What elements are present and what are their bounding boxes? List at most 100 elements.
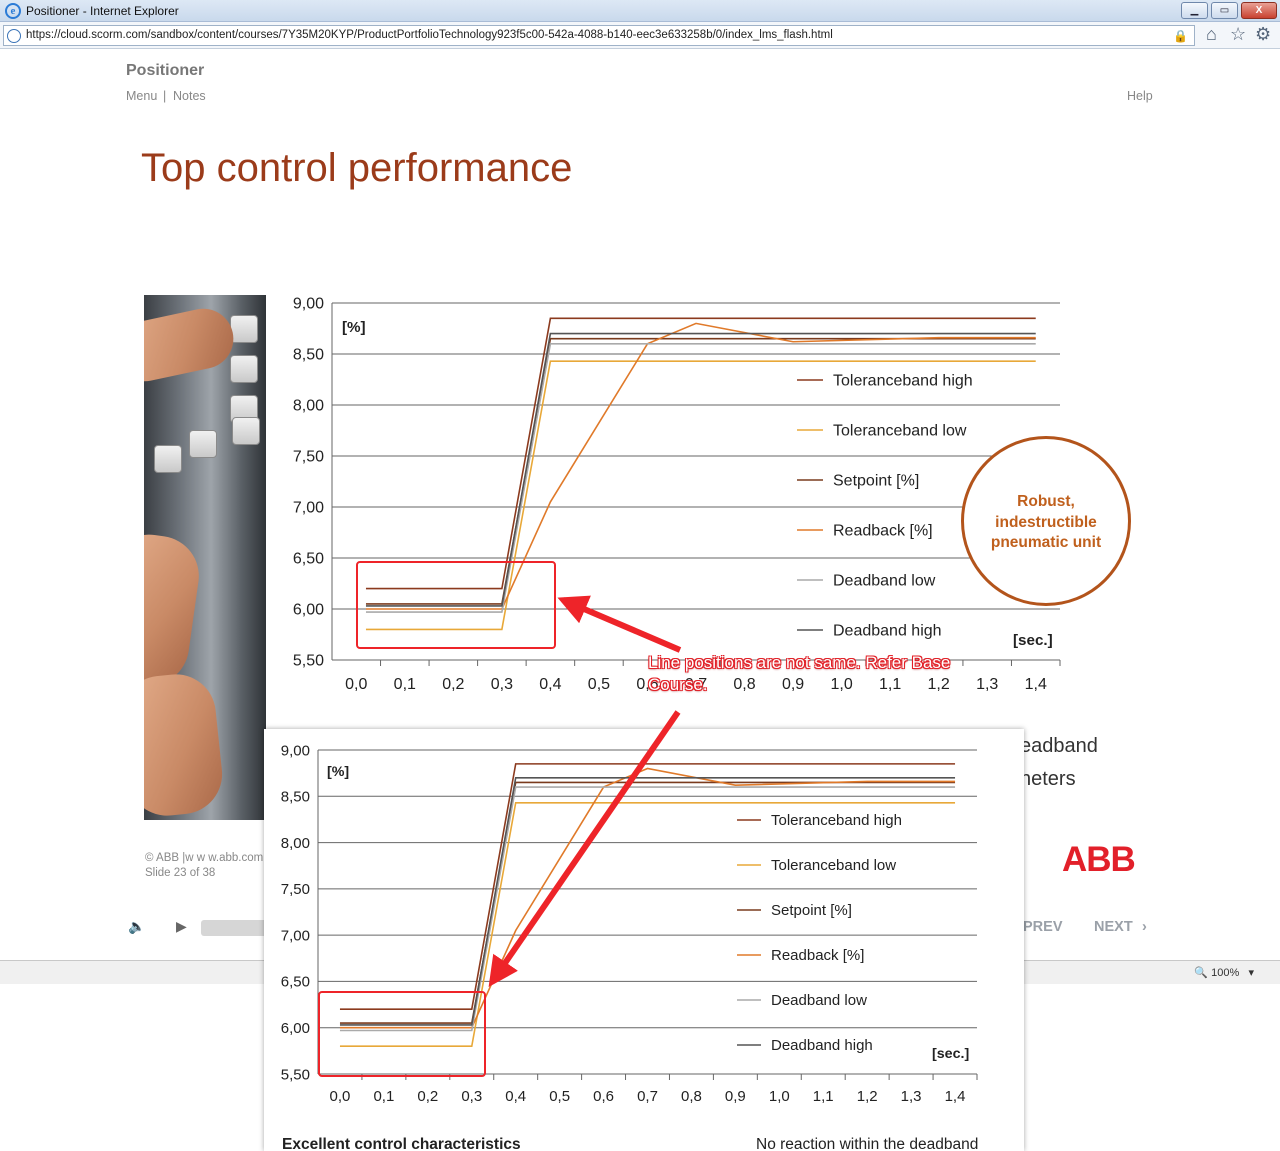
y-tick-label: 8,00 <box>281 835 310 852</box>
restore-button[interactable]: ▭ <box>1211 2 1238 19</box>
help-link[interactable]: Help <box>1127 89 1153 103</box>
legend-label: Toleranceband high <box>771 812 902 829</box>
legend-label: Deadband low <box>833 572 936 589</box>
badge-line-2: indestructible <box>995 513 1097 531</box>
address-bar: https://cloud.scorm.com/sandbox/content/… <box>0 22 1280 49</box>
y-tick-label: 7,00 <box>293 500 324 517</box>
url-text: https://cloud.scorm.com/sandbox/content/… <box>26 29 833 41</box>
side-text-parameters: neters <box>1020 768 1076 790</box>
slide-counter: Slide 23 of 38 <box>145 867 216 879</box>
minimize-button[interactable]: ▁ <box>1181 2 1208 19</box>
x-tick-label: 1,2 <box>857 1088 878 1105</box>
close-button[interactable]: X <box>1241 2 1277 19</box>
reference-caption-left: Excellent control characteristics <box>282 1136 521 1151</box>
slide-title: Top control performance <box>141 146 573 190</box>
ie-logo-icon: e <box>5 3 21 19</box>
y-tick-label: 8,50 <box>281 789 310 806</box>
menu-link[interactable]: Menu <box>126 89 158 103</box>
window-title: Positioner - Internet Explorer <box>26 4 179 18</box>
x-tick-label: 0,0 <box>330 1088 351 1105</box>
y-tick-label: 9,00 <box>293 296 324 313</box>
x-tick-label: 0,9 <box>725 1088 746 1105</box>
robust-badge <box>961 436 1131 606</box>
x-tick-label: 0,5 <box>588 676 610 693</box>
badge-line-1: Robust, <box>1017 493 1075 510</box>
title-bar: e Positioner - Internet Explorer ▁ ▭ X <box>0 0 1280 22</box>
reference-chart: 9,00 8,50 8,00 7,50 7,00 6,50 6,00 5,50 0,0 0,1 0,… <box>281 742 978 1105</box>
y-tick-label: 5,50 <box>293 653 324 670</box>
star-icon[interactable]: ☆ <box>1230 24 1247 44</box>
x-tick-label: 0,7 <box>685 676 707 693</box>
legend-label: Toleranceband low <box>833 422 967 439</box>
x-tick-label: 1,3 <box>976 676 998 693</box>
notes-link[interactable]: Notes <box>173 89 206 103</box>
copyright: © ABB |w w w.abb.com <box>145 852 264 864</box>
progress-bar[interactable] <box>201 920 271 936</box>
zoom-level[interactable]: 🔍 100% ▾ <box>1194 967 1254 979</box>
play-icon[interactable]: ▶ <box>176 918 187 934</box>
x-tick-label: 1,2 <box>928 676 950 693</box>
x-tick-label: 1,4 <box>945 1088 966 1105</box>
y-tick-label: 7,50 <box>293 449 324 466</box>
chevron-right-icon[interactable]: › <box>1142 919 1147 935</box>
annotation-callout: Line positions are not same. Refer Base … <box>648 653 951 694</box>
reference-screenshot-panel: 9,00 8,50 8,00 7,50 7,00 6,50 6,00 5,50 0,0 0,1 0,… <box>264 729 1024 1151</box>
y-tick-label: 6,00 <box>293 602 324 619</box>
x-axis-label: [sec.] <box>1013 632 1053 649</box>
home-icon[interactable]: ⌂ <box>1206 24 1217 44</box>
x-tick-label: 1,0 <box>830 676 852 693</box>
x-tick-label: 0,2 <box>442 676 464 693</box>
y-tick-label: 8,50 <box>293 347 324 364</box>
gear-icon[interactable]: ⚙ <box>1255 24 1272 44</box>
series-line <box>339 786 956 1032</box>
legend-label: Deadband high <box>771 1037 873 1054</box>
x-tick-label: 1,1 <box>879 676 901 693</box>
series-line <box>365 317 1036 590</box>
x-tick-label: 0,2 <box>417 1088 438 1105</box>
series-line <box>339 801 956 1048</box>
y-tick-label: 7,00 <box>281 927 310 944</box>
x-tick-label: 1,4 <box>1025 676 1047 693</box>
prev-button[interactable]: PREV <box>1023 919 1063 935</box>
next-button[interactable]: NEXT <box>1094 919 1133 935</box>
legend-label: Setpoint [%] <box>771 902 852 919</box>
legend-label: Deadband high <box>833 622 942 639</box>
arrow-to-reference-chart <box>488 710 681 987</box>
speaker-icon[interactable]: 🔈 <box>128 918 146 934</box>
x-tick-label: 0,8 <box>681 1088 702 1105</box>
series-line <box>339 776 956 1026</box>
x-tick-label: 0,6 <box>593 1088 614 1105</box>
y-tick-label: 5,50 <box>281 1066 310 1083</box>
x-tick-label: 0,4 <box>505 1088 526 1105</box>
y-axis-label: [%] <box>342 319 366 336</box>
y-tick-label: 9,00 <box>281 742 310 759</box>
nav-separator: | <box>163 89 167 103</box>
y-tick-label: 8,00 <box>293 398 324 415</box>
y-tick-label: 7,50 <box>281 881 310 898</box>
x-tick-label: 0,7 <box>637 1088 658 1105</box>
x-tick-label: 1,3 <box>901 1088 922 1105</box>
legend-label: Toleranceband high <box>833 372 973 389</box>
zoom-value: 100% <box>1211 967 1240 979</box>
y-axis-label: [%] <box>327 764 349 780</box>
x-axis-label: [sec.] <box>932 1046 969 1062</box>
x-tick-label: 0,8 <box>733 676 755 693</box>
legend-label: Setpoint [%] <box>833 472 919 489</box>
side-text-deadband: eadband <box>1020 735 1098 757</box>
x-tick-label: 0,3 <box>461 1088 482 1105</box>
highlight-box-main <box>356 561 556 649</box>
y-tick-label: 6,00 <box>281 1020 310 1037</box>
x-tick-label: 0,4 <box>539 676 561 693</box>
lock-icon[interactable]: 🔒 <box>1173 29 1188 43</box>
url-field[interactable]: https://cloud.scorm.com/sandbox/content/… <box>3 25 1195 46</box>
reference-caption-right: No reaction within the deadband <box>756 1136 979 1151</box>
x-tick-label: 1,0 <box>769 1088 790 1105</box>
legend-label: Toleranceband low <box>771 857 896 874</box>
series-line <box>365 342 1036 613</box>
x-tick-label: 1,1 <box>813 1088 834 1105</box>
legend-label: Deadband low <box>771 992 867 1009</box>
x-tick-label: 0,3 <box>491 676 513 693</box>
app-name: Positioner <box>126 62 205 79</box>
x-tick-label: 0,6 <box>636 676 658 693</box>
